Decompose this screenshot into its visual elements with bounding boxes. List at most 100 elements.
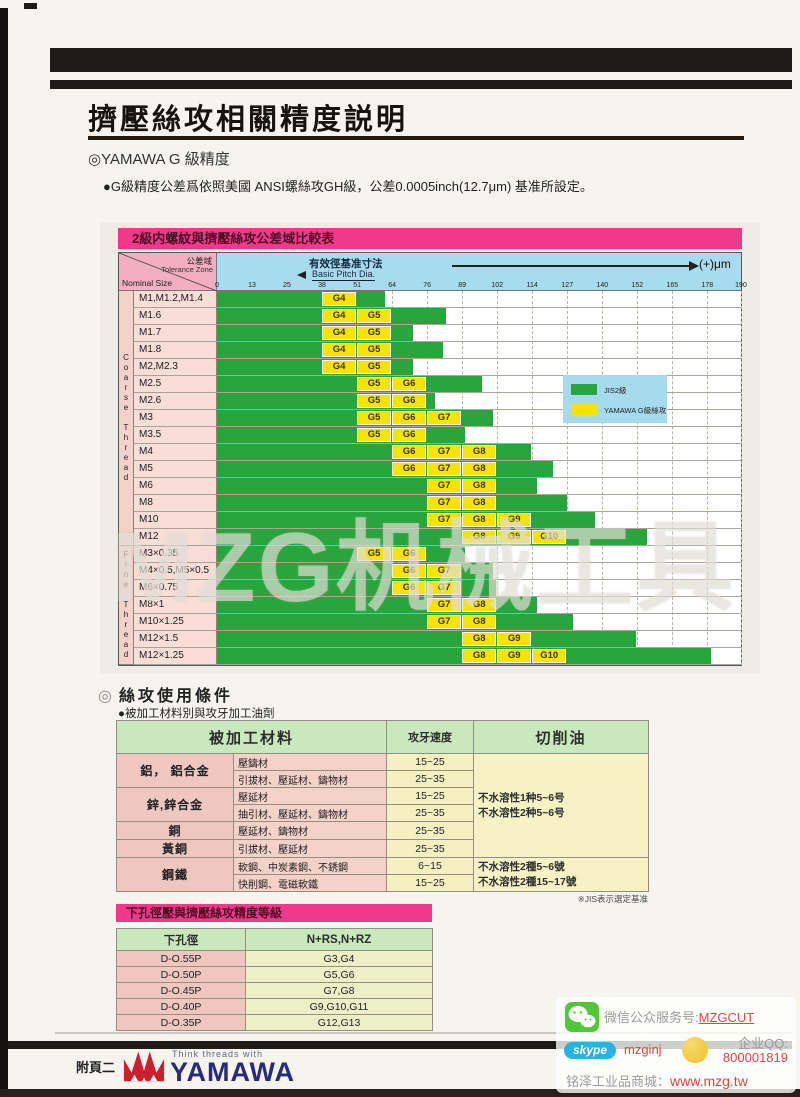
axis-tick: 89 xyxy=(458,282,467,289)
hole-diameter: D-O.35P xyxy=(116,1014,246,1031)
usage-row: 引拔材、壓延材、鑄物材 25~35 xyxy=(117,770,649,788)
row-separator xyxy=(217,579,741,580)
usage-row: 黃銅 引拔材、壓延材 25~35 xyxy=(116,839,649,858)
qq-icon xyxy=(682,1037,708,1063)
row-label: M2.5 xyxy=(134,376,217,393)
row-label: M2,M2.3 xyxy=(134,359,217,376)
shop-url[interactable]: www.mzg.tw xyxy=(670,1073,748,1089)
legend-label: JIS2級 xyxy=(604,386,627,395)
axis-tick: 114 xyxy=(526,282,538,289)
hole-diameter: D-O.40P xyxy=(116,998,246,1015)
usage-sub-material: 快削鋼、電磁軟鐵 xyxy=(233,874,387,892)
row-separator xyxy=(217,460,741,461)
usage-table: 被加工材料 攻牙速度 切削油 鋁， 鋁合金 壓鑄材 15~25 不水溶性1种5~6号 不水溶性… xyxy=(116,720,649,892)
usage-speed: 25~35 xyxy=(386,804,474,822)
legend-item: YAMAWA G級絲攻 xyxy=(571,404,667,415)
hole-table: 下孔徑 N+RS,N+RZ D-O.55P G3,G4 D-O.50P G5,G6 D-O.… xyxy=(116,928,433,1031)
hole-header-grades: N+RS,N+RZ xyxy=(245,928,433,951)
grade-box: G8 xyxy=(463,480,496,492)
footer-rule xyxy=(8,1041,792,1049)
usage-row: 鋁， 鋁合金 壓鑄材 15~25 不水溶性1种5~6号 不水溶性2种5~6号 xyxy=(116,753,649,858)
jis2-bar xyxy=(217,580,496,596)
footer-hairline xyxy=(55,1032,792,1034)
hole-table-title-bar: 下孔徑壓與擠壓絲攻精度等級 xyxy=(116,904,432,922)
grade-box: G5 xyxy=(358,378,391,390)
axis-unit-label: (+)μm xyxy=(699,257,731,271)
legend-label: YAMAWA G級絲攻 xyxy=(604,406,667,415)
usage-speed: 15~25 xyxy=(386,753,474,771)
jis2-bar xyxy=(217,495,568,511)
chart-title-bar: 2級内螺紋與擠壓絲攻公差域比較表 xyxy=(118,228,742,249)
chart-corner-cell: 公差域 Tolerance Zone Nominal Size xyxy=(119,253,217,291)
grade-box: G5 xyxy=(358,361,391,373)
grade-box: G4 xyxy=(323,327,356,339)
usage-sub-material: 抽引材、壓延材、鑄物材 xyxy=(233,804,387,822)
row-separator xyxy=(217,511,741,512)
row-separator xyxy=(217,392,741,393)
usage-sub-material: 壓鑄材 xyxy=(233,753,387,771)
legend-swatch xyxy=(571,404,597,415)
grade-box: G5 xyxy=(358,429,391,441)
top-rule-thin xyxy=(50,80,792,89)
row-label: M1.7 xyxy=(134,325,217,342)
grade-box: G5 xyxy=(358,548,391,560)
axis-tick: 102 xyxy=(491,282,504,289)
axis-tick: 140 xyxy=(596,282,609,289)
chart-plot-area: JIS2級 YAMAWA G級絲攻 Coarse Thread M1,M1.2,M1… xyxy=(119,291,742,665)
usage-material: 銅 xyxy=(116,821,234,840)
jis2-bar xyxy=(217,291,386,307)
usage-speed: 6~15 xyxy=(386,857,474,875)
usage-footnote: ※JIS表示選定基准 xyxy=(577,894,648,904)
chart-header: 公差域 Tolerance Zone Nominal Size 有效徑基准寸法 … xyxy=(119,253,747,291)
group-label-coarse-thread: Coarse Thread xyxy=(119,291,134,546)
row-label: M4×0.5,M5×0.5 xyxy=(134,563,217,580)
hole-row: D-O.55P G3,G4 xyxy=(116,950,433,967)
gridline xyxy=(707,291,709,665)
tolerance-chart: 公差域 Tolerance Zone Nominal Size 有效徑基准寸法 … xyxy=(118,252,747,666)
wechat-value[interactable]: MZGCUT xyxy=(698,1010,755,1025)
axis-tick: 76 xyxy=(423,282,432,289)
grade-box: G7 xyxy=(428,616,461,628)
usage-oil: 不水溶性1种5~6号 不水溶性2种5~6号 xyxy=(473,753,649,858)
row-label: M2.6 xyxy=(134,393,217,410)
grade-box: G7 xyxy=(428,412,461,424)
row-label: M4 xyxy=(134,444,217,461)
row-separator xyxy=(217,613,741,614)
grade-box: G7 xyxy=(428,582,461,594)
grade-box: G9 xyxy=(498,531,531,543)
row-separator xyxy=(217,596,741,597)
hole-diameter: D-O.50P xyxy=(116,966,246,983)
footer-page-label: 附頁二 xyxy=(76,1060,116,1075)
hole-row: D-O.45P G7,G8 xyxy=(116,982,433,999)
usage-oil: 不水溶性2種5~6號 不水溶性2種15~17號 xyxy=(473,857,649,892)
row-separator xyxy=(217,341,741,342)
grade-box: G6 xyxy=(393,429,426,441)
grade-box: G4 xyxy=(323,293,356,305)
page-title: 擠壓絲攻相關精度説明 xyxy=(88,104,409,136)
grade-box: G8 xyxy=(463,531,496,543)
hole-row: D-O.50P G5,G6 xyxy=(116,966,433,983)
skype-id: mzginj xyxy=(624,1042,662,1057)
wechat-line: 微信公众服务号:MZGCUT xyxy=(604,1007,754,1026)
row-separator xyxy=(217,409,741,410)
row-separator xyxy=(217,545,741,546)
grade-box: G6 xyxy=(393,412,426,424)
row-separator xyxy=(217,307,741,308)
grade-box: G5 xyxy=(358,310,391,322)
usage-section-title-text: 絲攻使用條件 xyxy=(118,688,233,705)
row-separator xyxy=(217,630,741,631)
grade-box: G6 xyxy=(393,582,426,594)
row-label: M10 xyxy=(134,512,217,529)
hole-grades: G9,G10,G11 xyxy=(245,998,433,1015)
grade-box: G8 xyxy=(463,616,496,628)
row-label: M12×1.25 xyxy=(134,648,217,665)
axis-tick: 127 xyxy=(561,282,574,289)
axis-label-cn: 有效徑基准寸法 xyxy=(309,258,383,270)
grade-box: G8 xyxy=(463,446,496,458)
grade-box: G7 xyxy=(428,497,461,509)
grade-box: G10 xyxy=(533,650,566,662)
grade-box: G6 xyxy=(393,548,426,560)
grade-box: G7 xyxy=(428,514,461,526)
usage-section-title: ◎ 絲攻使用條件 xyxy=(98,682,233,706)
grade-box: G8 xyxy=(463,463,496,475)
